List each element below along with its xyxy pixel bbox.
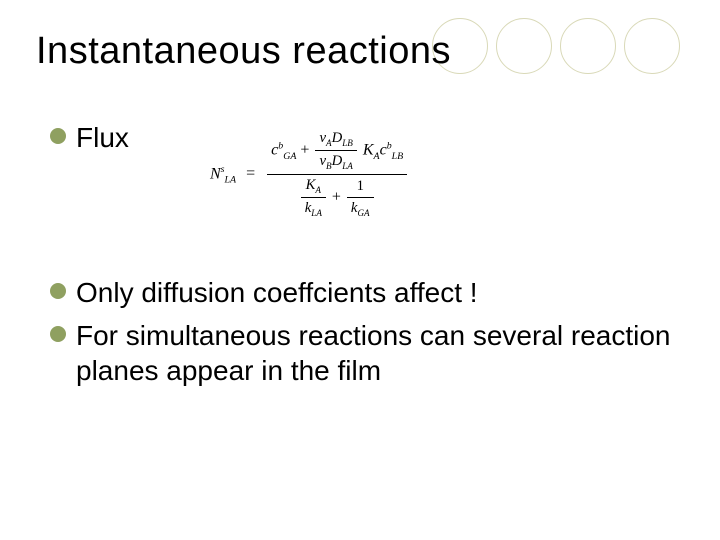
bullet-text: Flux [76,120,129,155]
decorative-circles [432,18,680,74]
bullet-text: Only diffusion coeffcients affect ! [76,275,478,310]
bullet-icon [50,326,66,342]
circle-icon [624,18,680,74]
slide-title: Instantaneous reactions [36,30,451,73]
eq-inner-fraction: KA kLA [301,177,326,219]
eq-inner-fraction: νADLB νBDLA [315,130,356,172]
eq-equals: = [246,165,255,183]
eq-inner-fraction: 1 kGA [347,178,374,218]
bullet-item: For simultaneous reactions can several r… [50,318,680,388]
eq-denominator: KA kLA + 1 kGA [267,175,407,219]
bullet-text: For simultaneous reactions can several r… [76,318,680,388]
eq-lhs: NsLA [210,164,236,186]
circle-icon [560,18,616,74]
bullet-item: Only diffusion coeffcients affect ! [50,275,680,310]
bullet-icon [50,283,66,299]
eq-plus: + [332,188,341,205]
bullet-icon [50,128,66,144]
eq-numerator: cbGA + νADLB νBDLA KAcbLB [267,130,407,175]
eq-plus: + [300,142,309,159]
circle-icon [496,18,552,74]
flux-equation: NsLA = cbGA + νADLB νBDLA KAcbLB [210,130,409,219]
eq-rhs: cbGA + νADLB νBDLA KAcbLB KA [265,130,409,219]
slide: Instantaneous reactions Flux Only diffus… [0,0,720,540]
eq-main-fraction: cbGA + νADLB νBDLA KAcbLB KA [267,130,407,219]
